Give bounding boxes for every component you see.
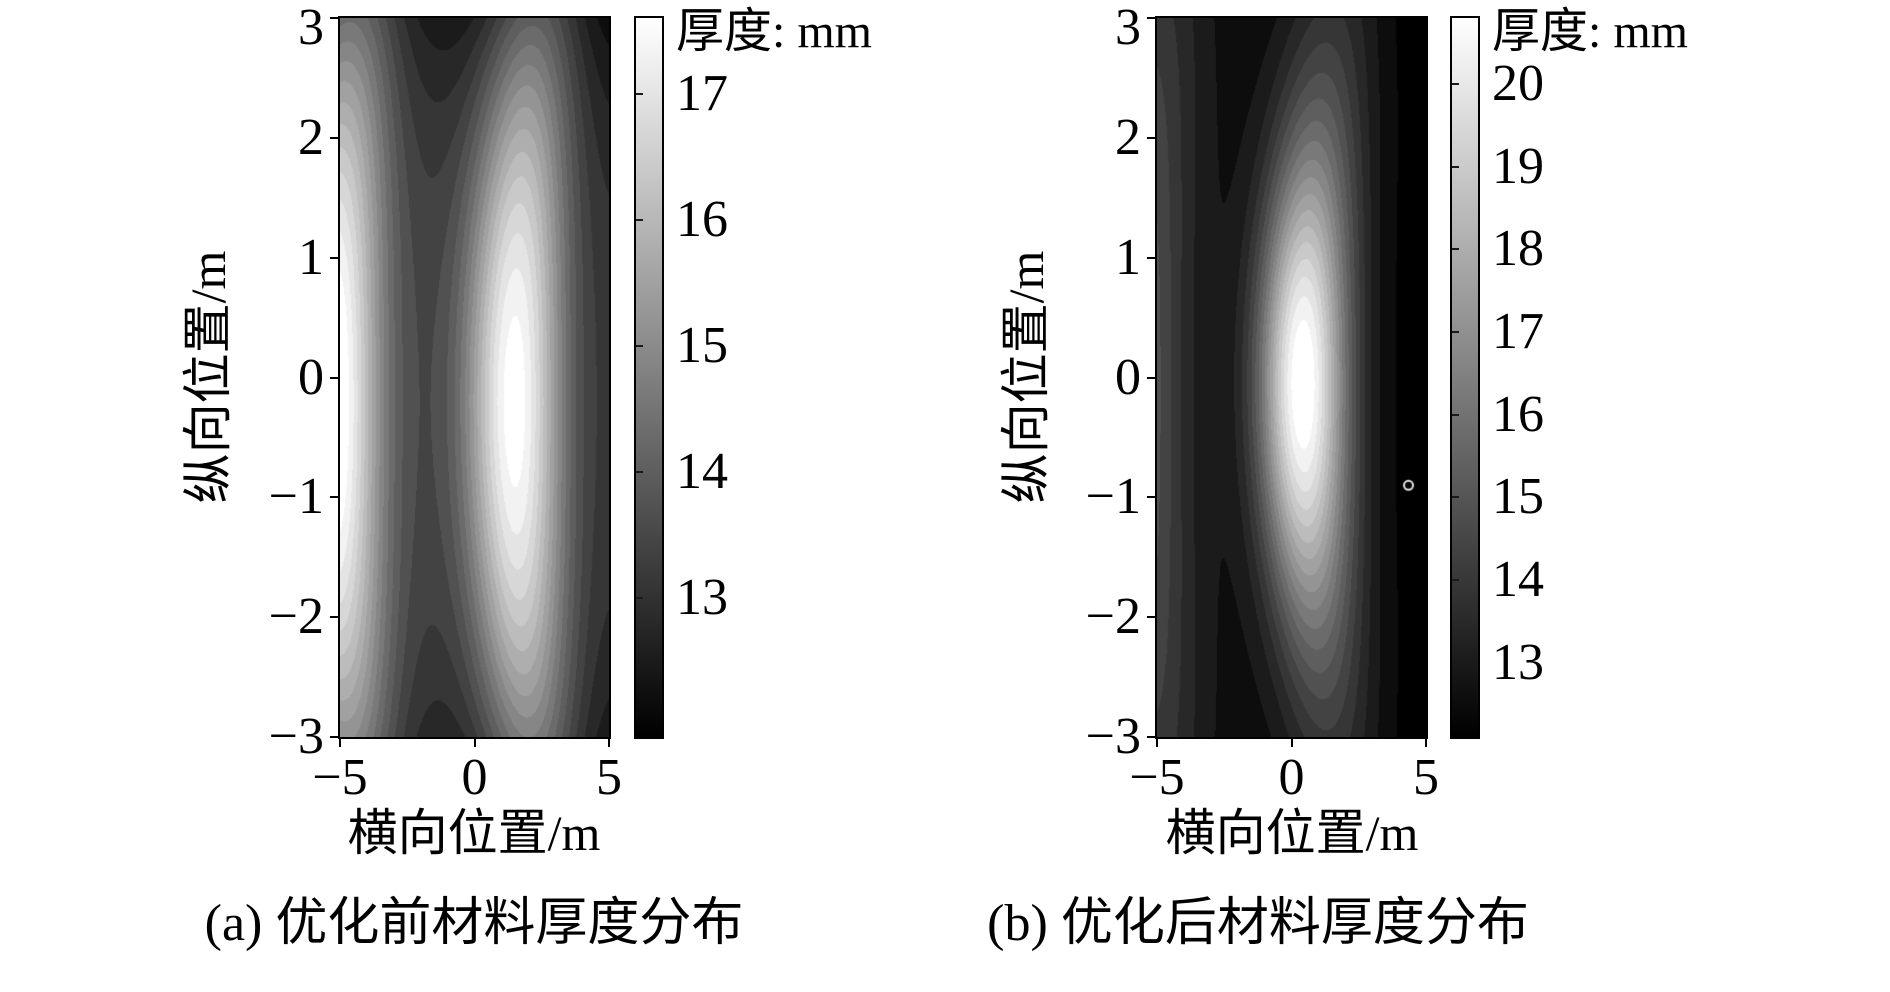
colorbar-tick-mark (636, 344, 643, 347)
colorbar-title-a: 厚度: mm (676, 5, 873, 58)
y-axis-label-b: 纵向位置/m (998, 250, 1054, 504)
x-tick-mark (608, 739, 610, 747)
y-tick-label: −1 (268, 468, 324, 526)
y-tick-mark (330, 17, 338, 19)
y-tick-label: 1 (298, 228, 324, 286)
y-tick-mark (330, 136, 338, 139)
y-tick-mark (1147, 736, 1155, 738)
y-tick-label: 0 (298, 348, 324, 406)
x-tick-label: 5 (1413, 749, 1439, 806)
y-tick-label: 2 (1115, 108, 1141, 166)
contour-plot-a (338, 16, 611, 739)
x-tick-label: −5 (312, 749, 368, 806)
colorbar-tick-label: 15 (1492, 468, 1544, 526)
y-tick-label: 3 (298, 0, 324, 56)
y-tick-label: 1 (1115, 228, 1141, 286)
contour-canvas-a (340, 18, 609, 737)
y-tick-label: −2 (1085, 588, 1141, 646)
colorbar-tick-label: 19 (1492, 137, 1544, 195)
y-tick-mark (330, 496, 338, 499)
colorbar-tick-label: 13 (1492, 633, 1544, 691)
colorbar-tick-label: 15 (676, 316, 728, 374)
y-tick-mark (330, 256, 338, 259)
colorbar-a (634, 16, 664, 739)
colorbar-tick-mark (1452, 413, 1459, 416)
colorbar-tick-label: 13 (676, 569, 728, 627)
x-tick-label: 0 (461, 749, 488, 806)
x-tick-label: −5 (1129, 749, 1185, 806)
colorbar-tick-mark (1452, 661, 1459, 664)
colorbar-tick-mark (636, 471, 643, 474)
colorbar-tick-label: 17 (676, 64, 728, 122)
colorbar-tick-mark (1452, 165, 1459, 168)
colorbar-tick-mark (1452, 578, 1459, 581)
x-tick-label: 0 (1278, 749, 1305, 806)
y-tick-mark (1147, 136, 1155, 139)
caption-a: (a) 优化前材料厚度分布 (204, 895, 744, 952)
colorbar-tick-label: 20 (1492, 55, 1544, 113)
y-tick-mark (1147, 17, 1155, 19)
x-tick-label: 5 (596, 749, 622, 806)
x-tick-mark (473, 739, 476, 747)
colorbar-tick-label: 17 (1492, 303, 1544, 361)
colorbar-tick-mark (1452, 248, 1459, 251)
colorbar-tick-mark (636, 218, 643, 221)
y-tick-mark (1147, 256, 1155, 259)
colorbar-tick-mark (1452, 331, 1459, 334)
x-axis-label-a: 横向位置/m (347, 805, 601, 861)
contour-canvas-b (1157, 18, 1426, 737)
y-tick-label: 3 (1115, 0, 1141, 56)
colorbar-tick-label: 18 (1492, 220, 1544, 278)
x-tick-mark (1290, 739, 1293, 747)
x-axis-label-b: 横向位置/m (1165, 805, 1419, 861)
y-tick-mark (330, 376, 338, 379)
y-tick-mark (1147, 496, 1155, 499)
y-tick-mark (1147, 616, 1155, 619)
y-tick-mark (330, 736, 338, 738)
caption-b: (b) 优化后材料厚度分布 (987, 895, 1529, 952)
colorbar-tick-label: 16 (1492, 385, 1544, 443)
y-tick-label: −3 (1085, 708, 1141, 765)
y-tick-label: 0 (1115, 348, 1141, 406)
y-tick-label: 2 (298, 108, 324, 166)
colorbar-tick-mark (1452, 83, 1459, 86)
colorbar-tick-label: 16 (676, 190, 728, 248)
colorbar-tick-mark (1452, 496, 1459, 499)
x-tick-mark (1156, 739, 1158, 747)
colorbar-tick-mark (636, 92, 643, 95)
y-tick-label: −1 (1085, 468, 1141, 526)
colorbar-tick-label: 14 (1492, 550, 1544, 608)
y-tick-mark (330, 616, 338, 619)
y-tick-mark (1147, 376, 1155, 379)
x-tick-mark (339, 739, 341, 747)
x-tick-mark (1425, 739, 1427, 747)
colorbar-title-b: 厚度: mm (1492, 5, 1689, 58)
colorbar-b (1450, 16, 1480, 739)
colorbar-tick-label: 14 (676, 443, 728, 501)
contour-plot-b (1155, 16, 1428, 739)
y-tick-label: −3 (268, 708, 324, 765)
colorbar-tick-mark (636, 597, 643, 600)
y-tick-label: −2 (268, 588, 324, 646)
y-axis-label-a: 纵向位置/m (180, 250, 236, 504)
